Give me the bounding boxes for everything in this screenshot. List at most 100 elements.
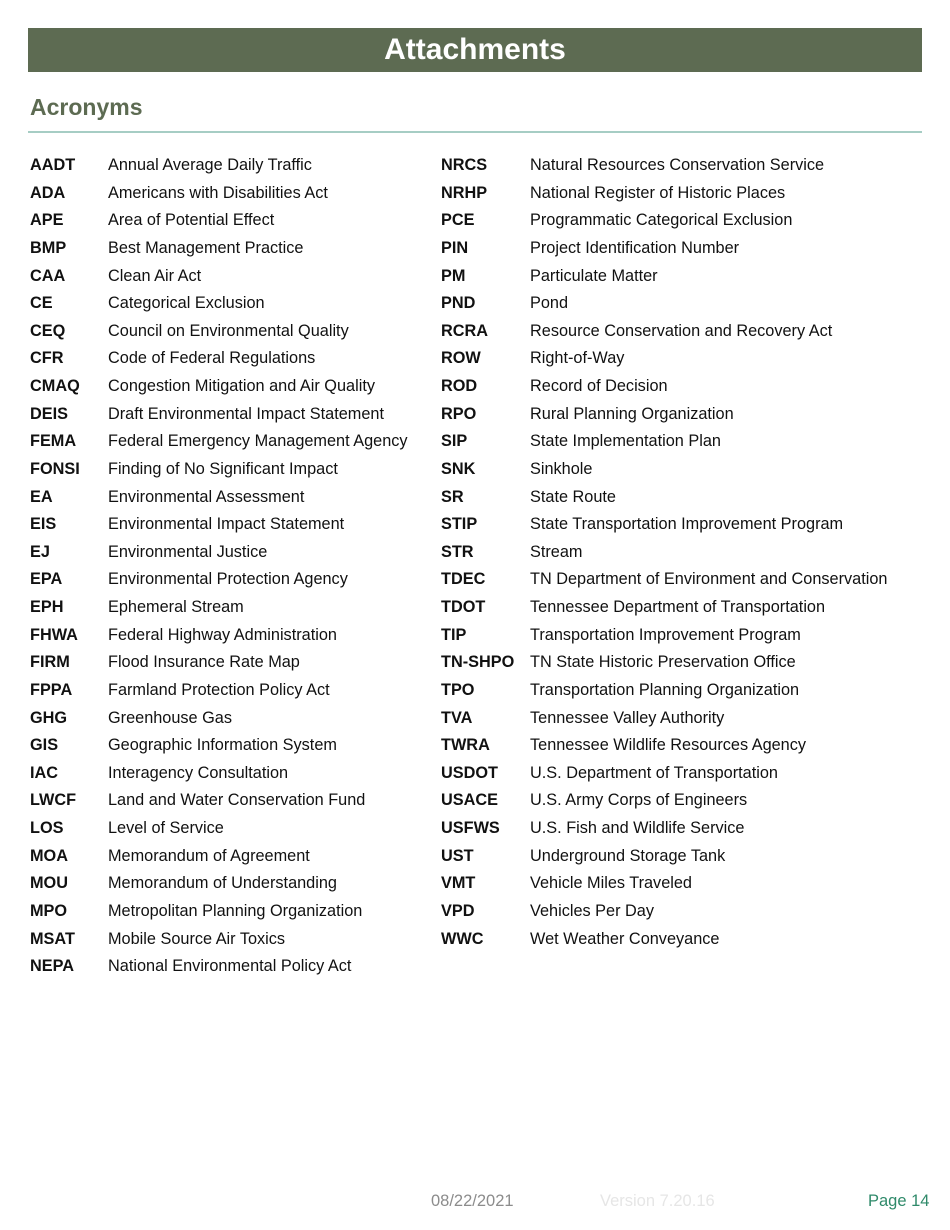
- acronym-definition: Memorandum of Understanding: [108, 874, 337, 893]
- acronym-term: MPO: [30, 901, 68, 920]
- acronym-term: RCRA: [441, 321, 489, 340]
- acronym-definition: Tennessee Valley Authority: [530, 708, 725, 727]
- acronym-term: CE: [30, 294, 53, 313]
- acronym-term: SNK: [441, 459, 476, 478]
- acronym-definition: Draft Environmental Impact Statement: [108, 404, 384, 423]
- acronym-definition: Best Management Practice: [108, 238, 304, 257]
- acronym-definition: Vehicles Per Day: [530, 901, 654, 920]
- acronym-definition: Geographic Information System: [108, 736, 337, 755]
- acronym-term: TDOT: [441, 598, 486, 616]
- acronym-term: STIP: [441, 515, 478, 534]
- acronym-term: TIP: [441, 625, 467, 644]
- acronym-term: SIP: [441, 432, 468, 451]
- acronym-definition: Federal Emergency Management Agency: [108, 432, 408, 451]
- section-heading: Acronyms: [30, 94, 143, 120]
- acronym-definition: Record of Decision: [530, 377, 668, 395]
- acronym-term: LWCF: [30, 791, 77, 810]
- acronym-term: CEQ: [30, 321, 66, 340]
- acronym-term: PM: [441, 266, 466, 285]
- acronym-definition: Wet Weather Conveyance: [530, 929, 720, 948]
- acronym-term: FONSI: [30, 459, 80, 478]
- acronym-definition: State Transportation Improvement Program: [530, 515, 844, 534]
- acronym-term: GIS: [30, 736, 59, 755]
- acronym-term: CFR: [30, 349, 64, 368]
- acronym-term: LOS: [30, 819, 64, 837]
- acronym-definition: Mobile Source Air Toxics: [108, 929, 286, 948]
- acronym-definition: National Register of Historic Places: [530, 183, 786, 202]
- acronym-definition: Flood Insurance Rate Map: [108, 653, 300, 672]
- acronym-definition: TN Department of Environment and Conserv…: [530, 570, 888, 589]
- acronym-term: EPA: [30, 570, 63, 589]
- acronym-term: FIRM: [30, 653, 70, 672]
- acronym-definition: Greenhouse Gas: [108, 708, 232, 727]
- acronym-definition: Categorical Exclusion: [108, 294, 265, 313]
- acronym-term: UST: [441, 846, 474, 865]
- acronym-definition: Environmental Impact Statement: [108, 515, 345, 534]
- acronym-term: EA: [30, 487, 53, 506]
- acronym-term: IAC: [30, 763, 59, 782]
- acronym-definition: Congestion Mitigation and Air Quality: [108, 377, 375, 395]
- acronym-term: CMAQ: [30, 377, 80, 395]
- acronym-definition: Tennessee Department of Transportation: [530, 598, 826, 616]
- acronym-term: TWRA: [441, 736, 490, 755]
- acronym-definition: Transportation Improvement Program: [530, 625, 801, 644]
- acronym-definition: Clean Air Act: [108, 266, 202, 285]
- acronym-term: FPPA: [30, 680, 73, 699]
- acronym-term: DEIS: [30, 404, 69, 423]
- acronym-term: PIN: [441, 238, 469, 257]
- acronym-term: TPO: [441, 680, 475, 699]
- acronym-definition: Pond: [530, 294, 569, 313]
- acronym-term: STR: [441, 542, 474, 561]
- acronym-term: ADA: [30, 183, 66, 202]
- acronym-term: NEPA: [30, 957, 75, 976]
- acronym-definition: Transportation Planning Organization: [530, 680, 800, 699]
- acronym-definition: Resource Conservation and Recovery Act: [530, 321, 833, 340]
- acronym-term: VPD: [441, 901, 475, 920]
- acronym-term: USACE: [441, 791, 498, 810]
- acronym-definition: Sinkhole: [530, 459, 593, 478]
- acronym-term: ROD: [441, 377, 478, 395]
- acronym-term: NRHP: [441, 183, 488, 202]
- acronym-definition: Rural Planning Organization: [530, 404, 734, 423]
- acronym-term: GHG: [30, 708, 68, 727]
- acronym-definition: Farmland Protection Policy Act: [108, 680, 330, 699]
- acronym-term: SR: [441, 487, 464, 506]
- acronym-term: AADT: [30, 156, 76, 174]
- acronym-definition: Environmental Justice: [108, 542, 268, 561]
- footer-date: 08/22/2021: [431, 1192, 514, 1210]
- acronym-term: TVA: [441, 708, 473, 727]
- acronym-term: VMT: [441, 874, 476, 893]
- footer-page-number: Page 14: [868, 1192, 930, 1210]
- acronym-definition: U.S. Fish and Wildlife Service: [530, 819, 745, 837]
- acronym-definition: Code of Federal Regulations: [108, 349, 316, 368]
- acronym-term: BMP: [30, 238, 67, 257]
- acronym-term: TDEC: [441, 570, 486, 589]
- acronym-term: MSAT: [30, 929, 75, 948]
- acronym-definition: Annual Average Daily Traffic: [108, 156, 312, 174]
- acronym-term: USFWS: [441, 819, 500, 837]
- acronym-definition: Tennessee Wildlife Resources Agency: [530, 736, 807, 755]
- acronym-definition: Finding of No Significant Impact: [108, 459, 338, 478]
- acronym-definition: Americans with Disabilities Act: [108, 183, 328, 202]
- acronym-definition: State Implementation Plan: [530, 432, 721, 451]
- acronym-term: APE: [30, 211, 64, 230]
- acronym-definition: Memorandum of Agreement: [108, 846, 310, 865]
- acronym-definition: Environmental Assessment: [108, 487, 305, 506]
- acronym-term: EIS: [30, 515, 57, 534]
- acronym-term: MOU: [30, 874, 68, 893]
- acronym-term: WWC: [441, 929, 484, 948]
- acronym-term: RPO: [441, 404, 477, 423]
- acronym-term: FHWA: [30, 625, 78, 644]
- acronym-term: EJ: [30, 542, 50, 561]
- acronym-term: FEMA: [30, 432, 77, 451]
- footer-version: Version 7.20.16: [600, 1192, 715, 1210]
- acronym-term: ROW: [441, 349, 481, 368]
- acronym-definition: Area of Potential Effect: [108, 211, 275, 230]
- acronym-term: USDOT: [441, 763, 498, 782]
- acronym-definition: Interagency Consultation: [108, 763, 289, 782]
- acronym-term: CAA: [30, 266, 66, 285]
- acronym-definition: Council on Environmental Quality: [108, 321, 349, 340]
- acronym-definition: Project Identification Number: [530, 238, 740, 257]
- acronym-definition: Particulate Matter: [530, 266, 658, 285]
- acronym-term: PND: [441, 294, 476, 313]
